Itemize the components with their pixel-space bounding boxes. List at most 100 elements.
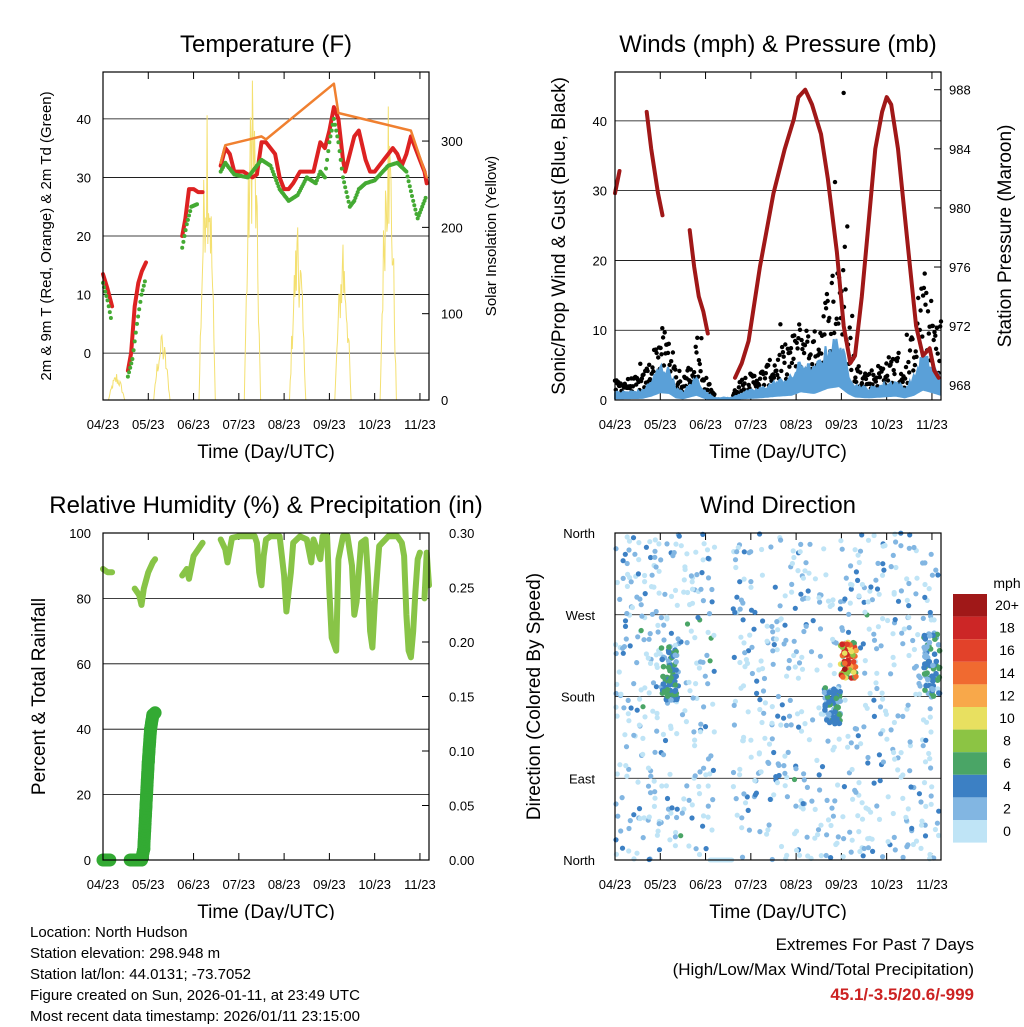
rh-line <box>131 556 159 608</box>
y-tick-label: 30 <box>593 184 607 199</box>
gust-point <box>797 322 802 327</box>
direction-point <box>732 609 738 616</box>
direction-point <box>754 678 760 684</box>
gust-point <box>810 362 815 367</box>
direction-point <box>648 554 654 561</box>
gust-point <box>854 379 859 385</box>
direction-point <box>783 637 789 643</box>
plot-frame <box>614 71 942 401</box>
direction-point <box>922 560 928 566</box>
gust-point <box>841 268 846 273</box>
direction-point <box>892 756 898 762</box>
direction-point <box>805 588 811 594</box>
direction-point <box>673 659 679 665</box>
gust-point <box>892 371 897 377</box>
direction-point <box>693 549 699 555</box>
direction-point <box>678 833 684 839</box>
x-tick-label: 09/23 <box>313 877 346 892</box>
plot-frame <box>102 532 430 861</box>
direction-point <box>808 649 815 655</box>
dewpoint-point <box>325 157 330 162</box>
direction-point <box>926 750 932 757</box>
gust-point <box>661 363 667 368</box>
gust-point <box>853 375 858 380</box>
gust-point <box>654 350 659 356</box>
direction-point <box>693 681 699 687</box>
direction-point <box>853 569 860 575</box>
direction-point <box>654 710 660 717</box>
direction-point <box>686 843 692 849</box>
gust-point <box>845 224 850 229</box>
direction-point <box>866 626 872 632</box>
direction-point <box>839 546 845 552</box>
direction-point <box>906 580 912 587</box>
gust-point <box>757 376 763 381</box>
direction-point <box>848 581 854 588</box>
colorbar-label: 6 <box>1003 755 1011 771</box>
direction-point <box>801 771 807 777</box>
gust-point <box>762 376 768 381</box>
direction-point <box>752 609 758 616</box>
direction-point <box>880 561 886 567</box>
direction-point <box>817 599 823 605</box>
direction-point <box>658 557 664 563</box>
direction-point <box>748 754 754 760</box>
dewpoint-point <box>326 149 331 154</box>
direction-point <box>804 784 811 791</box>
gust-point <box>705 388 711 393</box>
direction-point <box>681 796 687 802</box>
dewpoint-point <box>140 288 145 293</box>
direction-point <box>691 729 697 735</box>
direction-ylabel: Direction (Colored By Speed) <box>524 573 545 820</box>
direction-point <box>734 594 740 600</box>
gust-point <box>858 370 863 375</box>
direction-point <box>626 825 632 832</box>
direction-point <box>812 835 818 841</box>
direction-point <box>760 618 766 624</box>
direction-point <box>900 641 906 647</box>
gust-point <box>780 350 786 355</box>
direction-point <box>785 749 791 756</box>
direction-point <box>830 597 836 603</box>
direction-point <box>791 554 797 561</box>
gust-point <box>794 340 799 345</box>
direction-point <box>685 589 691 596</box>
direction-point <box>856 829 862 835</box>
y-tick-label: 40 <box>77 722 91 737</box>
direction-point <box>926 586 932 592</box>
gust-point <box>678 379 683 384</box>
direction-point <box>849 766 855 773</box>
gust-point <box>907 348 913 353</box>
direction-point <box>676 533 682 539</box>
gust-point <box>930 323 935 329</box>
extremes-title: Extremes For Past 7 Days <box>775 935 974 954</box>
dewpoint-point <box>343 185 348 190</box>
direction-point <box>661 688 668 695</box>
direction-point <box>656 821 662 827</box>
direction-point <box>823 572 829 578</box>
direction-point <box>739 854 746 860</box>
dewpoint-point <box>139 292 144 297</box>
direction-point <box>625 571 631 578</box>
gust-point <box>775 372 780 378</box>
direction-point <box>672 652 679 658</box>
direction-point <box>844 641 850 647</box>
y-tick-label: 20 <box>593 253 607 268</box>
direction-point <box>653 652 659 658</box>
temp-2m-line <box>218 105 429 192</box>
gust-point <box>931 337 936 343</box>
direction-point <box>698 586 704 592</box>
direction-point <box>640 835 646 841</box>
temperature-y2label: Solar Insolation (Yellow) <box>483 156 500 316</box>
dewpoint-point <box>423 195 428 200</box>
gust-point <box>926 331 931 336</box>
direction-point <box>845 733 851 739</box>
direction-point <box>909 825 915 832</box>
gust-point <box>903 364 909 370</box>
gust-point <box>871 372 876 378</box>
direction-point <box>779 702 785 708</box>
gust-point <box>650 365 655 370</box>
direction-point <box>797 549 803 555</box>
direction-point <box>647 790 654 796</box>
direction-point <box>831 670 837 677</box>
